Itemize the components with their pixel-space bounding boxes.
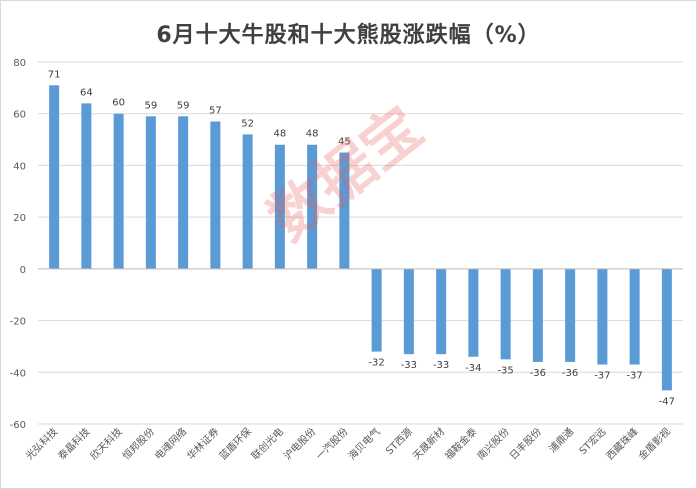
category-label: 日丰股份 <box>507 425 544 462</box>
data-label: 59 <box>145 100 158 111</box>
y-tick-label: 0 <box>20 265 26 276</box>
category-label: 浦鼎通 <box>546 425 576 455</box>
bar <box>565 268 576 362</box>
category-label: 福鞍金泰 <box>442 425 479 462</box>
data-label: -33 <box>401 360 417 371</box>
category-label: 沪电股份 <box>281 425 318 462</box>
data-label: -34 <box>465 363 481 374</box>
y-tick-label: 40 <box>13 161 26 172</box>
category-label: 电魂网络 <box>152 425 189 462</box>
category-label: 一汽股份 <box>313 425 350 462</box>
data-label: -32 <box>368 358 384 369</box>
category-label: 联创光电 <box>249 425 286 462</box>
data-label: 59 <box>177 100 190 111</box>
bar <box>274 144 285 269</box>
data-label: 71 <box>48 69 61 80</box>
data-label: 57 <box>209 105 222 116</box>
category-label: 南兴股份 <box>474 425 511 462</box>
data-label: -37 <box>626 371 642 382</box>
data-label: -37 <box>594 371 610 382</box>
data-label: -47 <box>659 396 675 407</box>
y-tick-label: -40 <box>10 368 26 379</box>
category-label: 金盾影视 <box>636 425 673 462</box>
category-label: 天晟新材 <box>410 425 447 462</box>
bar <box>500 268 511 360</box>
category-label: 华林证券 <box>184 425 221 462</box>
y-tick-label: 60 <box>13 110 26 121</box>
bar <box>113 113 124 269</box>
bar <box>532 268 543 362</box>
data-label: -36 <box>530 368 546 379</box>
data-label: 48 <box>274 129 287 140</box>
bar <box>597 268 608 365</box>
category-label: ST西源 <box>383 425 415 457</box>
data-label: 48 <box>306 129 319 140</box>
data-label: -33 <box>433 360 449 371</box>
bar <box>307 144 318 269</box>
bar <box>145 116 156 269</box>
data-label: 45 <box>338 137 351 148</box>
bar <box>436 268 447 355</box>
category-label: 蓝盾环保 <box>216 425 253 462</box>
bar <box>403 268 414 355</box>
bar <box>49 85 60 269</box>
data-label: 52 <box>241 118 254 129</box>
chart-title: 6月十大牛股和十大熊股涨跌幅（%） <box>156 23 541 48</box>
category-label: 光弘科技 <box>23 425 60 462</box>
category-label: 欣天科技 <box>87 425 124 462</box>
y-tick-label: 80 <box>13 58 26 69</box>
category-label: 恒邦股份 <box>120 425 157 462</box>
category-label: 海贝电气 <box>345 425 382 462</box>
bar <box>339 152 350 269</box>
bar <box>81 103 92 269</box>
bar <box>178 116 189 269</box>
bar <box>629 268 640 365</box>
bar <box>371 268 382 352</box>
y-tick-label: -20 <box>10 317 26 328</box>
bar <box>468 268 479 357</box>
bar <box>242 134 253 269</box>
data-label: 64 <box>80 87 93 98</box>
category-label: 西藏珠峰 <box>603 425 640 462</box>
data-label: 60 <box>112 98 125 109</box>
bar <box>661 268 672 391</box>
y-tick-label: -60 <box>10 420 26 431</box>
y-tick-label: 20 <box>13 213 26 224</box>
data-label: -35 <box>497 365 513 376</box>
data-label: -36 <box>562 368 578 379</box>
bar <box>210 121 221 269</box>
category-label: 泰晶科技 <box>55 425 92 462</box>
category-label: ST宏远 <box>576 425 608 457</box>
